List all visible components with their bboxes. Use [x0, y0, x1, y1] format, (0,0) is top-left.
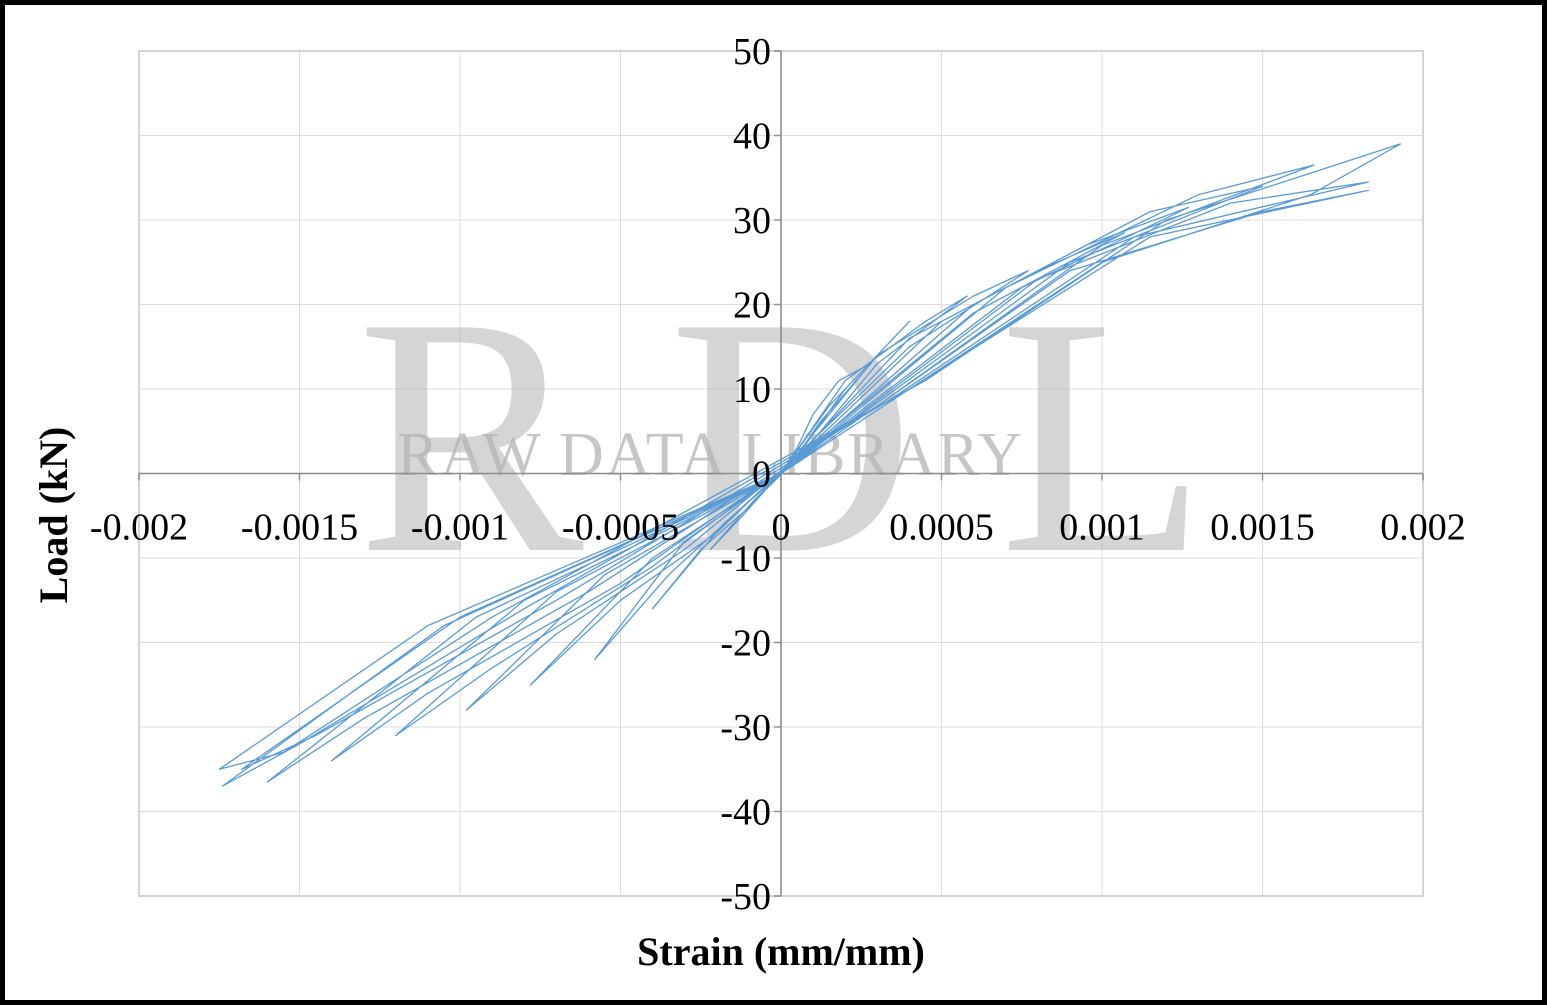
- x-tick-label: -0.0005: [562, 507, 679, 549]
- y-tick-label: 20: [733, 285, 771, 327]
- y-axis-title: Load (kN): [31, 427, 76, 604]
- watermark-logo: R D L: [357, 247, 1207, 624]
- x-tick-label: 0.002: [1380, 507, 1466, 549]
- x-tick-label: -0.002: [90, 507, 188, 549]
- y-tick-label: 0: [752, 454, 771, 496]
- x-tick-label: 0: [772, 507, 791, 549]
- x-axis-title: Strain (mm/mm): [637, 929, 925, 974]
- x-tick-label: 0.0015: [1210, 507, 1315, 549]
- series-line: [218, 143, 1402, 787]
- x-tick-label: 0.0005: [889, 507, 994, 549]
- x-tick-label: -0.001: [411, 507, 509, 549]
- y-tick-label: 50: [733, 31, 771, 73]
- series-group: [218, 143, 1402, 787]
- y-tick-label: 40: [733, 116, 771, 158]
- y-tick-label: 10: [733, 369, 771, 411]
- y-tick-label: 30: [733, 200, 771, 242]
- x-tick-label: -0.0015: [241, 507, 358, 549]
- y-tick-label: -50: [720, 876, 771, 918]
- x-tick-label: 0.001: [1059, 507, 1145, 549]
- y-tick-label: -10: [720, 538, 771, 580]
- chart-svg: R D L RAW DATA LIBRARY -0.002 -0.0015 -0.0…: [31, 31, 1466, 974]
- y-tick-label: -40: [720, 792, 771, 834]
- y-tick-labels: 50 40 30 20 10 0 -10 -20 -30 -40 -50: [720, 31, 771, 918]
- watermark: R D L RAW DATA LIBRARY: [357, 247, 1207, 624]
- y-tick-label: -30: [720, 707, 771, 749]
- x-tick-labels: -0.002 -0.0015 -0.001 -0.0005 0 0.0005 0.001 0.…: [90, 507, 1466, 549]
- watermark-text: RAW DATA LIBRARY: [397, 421, 1024, 489]
- y-tick-label: -20: [720, 623, 771, 665]
